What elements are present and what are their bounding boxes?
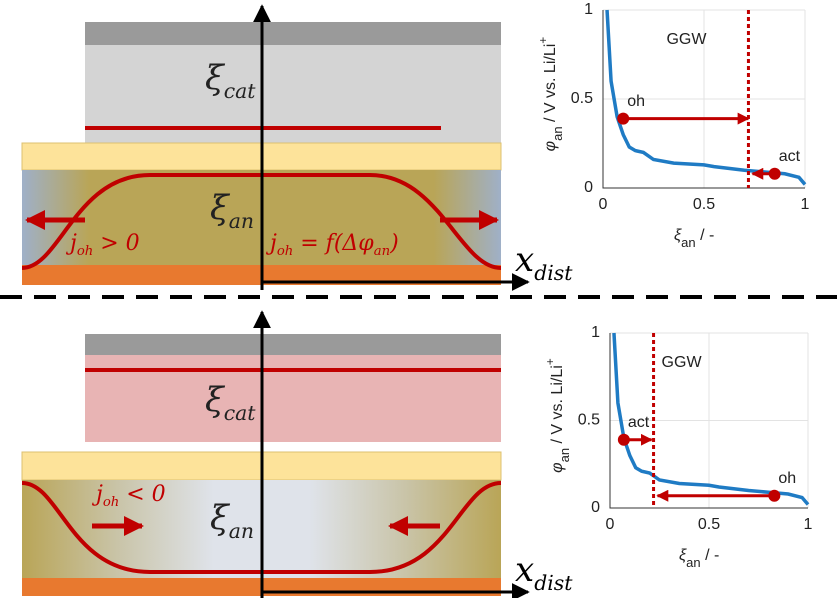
diagram-label: joh < 0	[91, 482, 166, 510]
y-tick-label: 0	[591, 499, 600, 516]
label-part: φ	[542, 141, 559, 151]
x-tick-label: 1	[801, 196, 810, 213]
subscript: an	[681, 235, 695, 250]
subscript: an	[686, 555, 700, 570]
subscript: dist	[534, 571, 573, 595]
label-part: / V vs. Li/Li	[542, 44, 559, 127]
label-part: = f(Δφ	[293, 231, 374, 256]
x-axis-label: ξan / -	[674, 227, 714, 250]
y-tick-label: 0	[584, 179, 593, 196]
diagram-label: xdist	[515, 240, 573, 285]
arrow-start	[617, 113, 629, 125]
label-part: < 0	[119, 482, 165, 507]
label-part: x	[515, 550, 534, 590]
subscript: cat	[224, 401, 257, 425]
label-part: / -	[696, 227, 715, 244]
ggw-label: GGW	[662, 354, 703, 371]
y-tick-label: 1	[591, 324, 600, 341]
arrow-label: oh	[778, 470, 796, 487]
arrow-start	[768, 490, 780, 502]
label-part: x	[515, 240, 534, 280]
y-tick-label: 0.5	[571, 90, 593, 107]
label-part: )	[389, 231, 399, 256]
label-part: / V vs. Li/Li	[549, 365, 566, 448]
current-collector	[85, 334, 501, 355]
figure: ξcatξanxdistjoh > 0joh = f(Δφan)ξcatξanx…	[0, 0, 837, 598]
y-axis-label: φan / V vs. Li/Li+	[543, 358, 572, 473]
label-part: / -	[701, 547, 720, 564]
label-part: > 0	[93, 231, 139, 256]
x-tick-label: 0.5	[693, 196, 715, 213]
subscript: an	[229, 519, 254, 543]
y-tick-label: 0.5	[578, 412, 600, 429]
y-axis-label: φan / V vs. Li/Li+	[536, 37, 565, 152]
x-tick-label: 1	[804, 516, 813, 533]
subscript: cat	[224, 79, 257, 103]
x-tick-label: 0	[606, 516, 615, 533]
current-collector	[85, 22, 501, 45]
subscript: an	[229, 209, 254, 233]
arrow-label: act	[779, 148, 801, 165]
y-tick-label: 1	[584, 1, 593, 18]
subscript: dist	[534, 261, 573, 285]
diagram-label: joh > 0	[65, 231, 140, 259]
superscript: +	[543, 358, 557, 365]
arrow-label: oh	[627, 93, 645, 110]
schematic-bottom	[22, 312, 528, 598]
superscript: +	[536, 37, 550, 44]
x-tick-label: 0.5	[698, 516, 720, 533]
x-tick-label: 0	[599, 196, 608, 213]
arrow-start	[769, 168, 781, 180]
diagram-label: xdist	[515, 550, 573, 595]
subscript: an	[374, 244, 390, 259]
x-axis-label: ξan / -	[679, 547, 719, 570]
arrow-label: act	[628, 414, 650, 431]
subscript: oh	[103, 495, 119, 510]
subscript: oh	[277, 244, 293, 259]
ggw-label: GGW	[666, 31, 707, 48]
subscript: an	[557, 448, 572, 462]
subscript: oh	[77, 244, 93, 259]
label-part: φ	[549, 462, 566, 472]
subscript: an	[550, 126, 565, 140]
arrow-start	[618, 434, 630, 446]
